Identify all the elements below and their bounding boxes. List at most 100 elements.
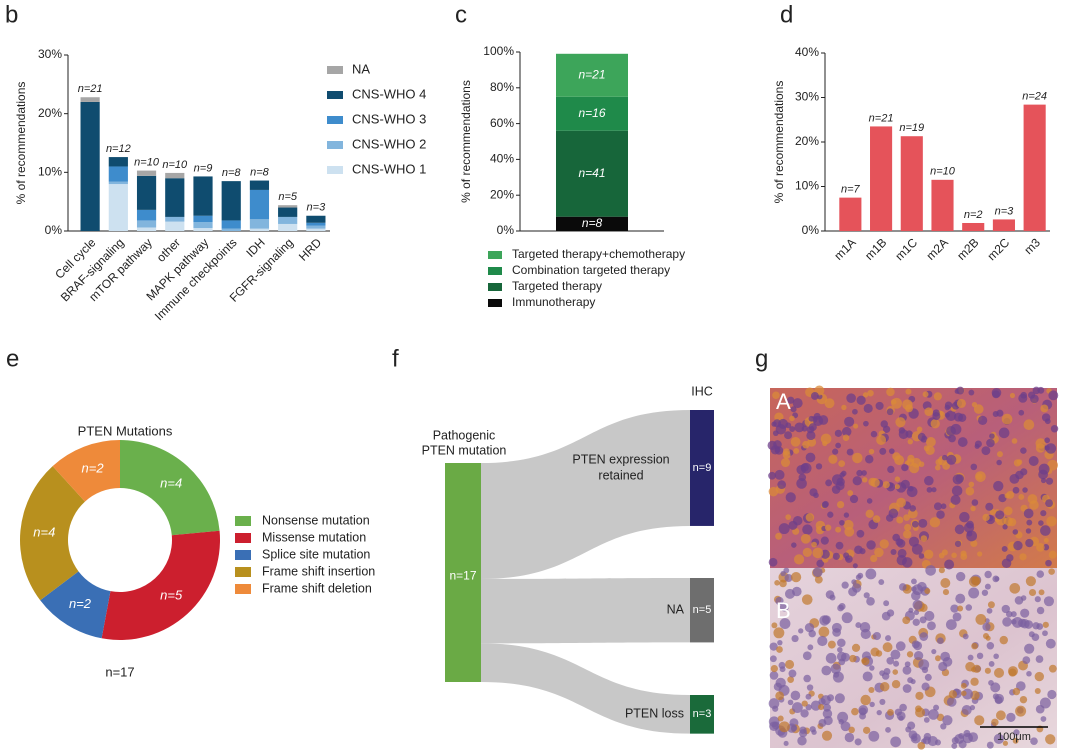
cell bbox=[780, 458, 791, 468]
cell bbox=[769, 671, 779, 680]
cell bbox=[1006, 554, 1014, 562]
cell bbox=[945, 619, 957, 630]
cell bbox=[879, 670, 885, 676]
cell bbox=[932, 409, 940, 417]
cell bbox=[887, 708, 894, 716]
cell bbox=[805, 704, 812, 711]
cell bbox=[883, 600, 890, 607]
cell bbox=[940, 578, 951, 588]
cell bbox=[891, 679, 901, 689]
cell bbox=[1036, 543, 1045, 552]
cell bbox=[769, 655, 777, 663]
bar-segment bbox=[221, 220, 241, 229]
cell bbox=[1002, 524, 1008, 530]
cell bbox=[896, 516, 904, 524]
cell bbox=[821, 730, 833, 741]
bar bbox=[931, 179, 954, 231]
cell bbox=[800, 463, 809, 472]
cell bbox=[806, 684, 814, 691]
cell bbox=[809, 726, 816, 733]
cell bbox=[834, 693, 845, 704]
cell bbox=[1029, 500, 1039, 510]
cell bbox=[1019, 553, 1027, 561]
cell bbox=[887, 465, 895, 474]
cell bbox=[1040, 525, 1051, 536]
bar-segment bbox=[80, 97, 100, 102]
cell bbox=[851, 579, 857, 585]
legend-label: Targeted therapy+chemotherapy bbox=[512, 247, 685, 261]
cell bbox=[853, 423, 859, 429]
cell bbox=[790, 406, 797, 413]
y-tick-label: 0% bbox=[802, 223, 820, 237]
cell bbox=[1030, 394, 1039, 404]
cell bbox=[1012, 529, 1019, 535]
cell bbox=[975, 471, 986, 482]
cell bbox=[923, 732, 932, 741]
cell bbox=[950, 494, 961, 505]
cell bbox=[824, 398, 835, 409]
cell bbox=[1003, 506, 1013, 516]
legend-swatch bbox=[235, 567, 251, 577]
cell bbox=[896, 711, 906, 721]
cell bbox=[946, 697, 957, 707]
cell bbox=[1001, 545, 1008, 552]
cell bbox=[863, 403, 873, 414]
donut-slice bbox=[40, 571, 111, 639]
cell bbox=[933, 392, 942, 401]
y-tick-label: 60% bbox=[490, 116, 514, 130]
cell bbox=[1042, 621, 1049, 628]
cell bbox=[870, 554, 878, 563]
cell bbox=[855, 622, 862, 629]
cell bbox=[777, 715, 784, 722]
cell bbox=[863, 726, 871, 734]
cell bbox=[911, 520, 919, 528]
cell bbox=[895, 417, 906, 428]
legend-label: Combination targeted therapy bbox=[512, 263, 670, 277]
cell bbox=[896, 497, 906, 508]
cell bbox=[778, 523, 790, 535]
cell bbox=[844, 732, 855, 743]
cell bbox=[870, 477, 880, 488]
cell bbox=[901, 557, 913, 568]
y-tick-label: 20% bbox=[490, 187, 514, 201]
cell bbox=[1048, 550, 1057, 559]
bar bbox=[1023, 104, 1046, 231]
cell bbox=[863, 592, 870, 599]
cell bbox=[885, 635, 892, 642]
bar-segment bbox=[221, 181, 241, 221]
node-label: PTEN expression bbox=[572, 452, 669, 466]
bar-segment bbox=[108, 181, 128, 185]
cell bbox=[996, 451, 1003, 458]
cell bbox=[1025, 528, 1032, 534]
cell bbox=[1013, 729, 1020, 736]
cell bbox=[890, 649, 901, 660]
cell bbox=[865, 568, 877, 580]
cell bbox=[958, 732, 965, 739]
cell bbox=[902, 399, 913, 410]
legend-swatch bbox=[327, 166, 343, 174]
flow bbox=[481, 578, 690, 644]
bar-segment bbox=[80, 101, 100, 231]
cell bbox=[929, 517, 941, 528]
cell bbox=[783, 740, 789, 746]
count-label: n=8 bbox=[250, 166, 270, 178]
node-label: retained bbox=[598, 468, 643, 482]
cell bbox=[909, 505, 917, 512]
cell bbox=[773, 419, 782, 428]
count-label: n=10 bbox=[134, 156, 160, 168]
target-node bbox=[690, 578, 714, 643]
cell bbox=[821, 501, 829, 509]
panel-label: b bbox=[5, 1, 18, 28]
cell bbox=[838, 602, 846, 610]
cell bbox=[905, 388, 912, 395]
bar-segment bbox=[306, 228, 326, 231]
cell bbox=[994, 693, 1004, 704]
cell bbox=[928, 709, 939, 720]
cell bbox=[902, 665, 912, 675]
legend-label: Frame shift deletion bbox=[262, 581, 372, 595]
cell bbox=[874, 547, 884, 558]
cell bbox=[808, 415, 815, 422]
cell bbox=[770, 664, 778, 673]
cell bbox=[784, 573, 793, 583]
cell bbox=[968, 389, 975, 396]
